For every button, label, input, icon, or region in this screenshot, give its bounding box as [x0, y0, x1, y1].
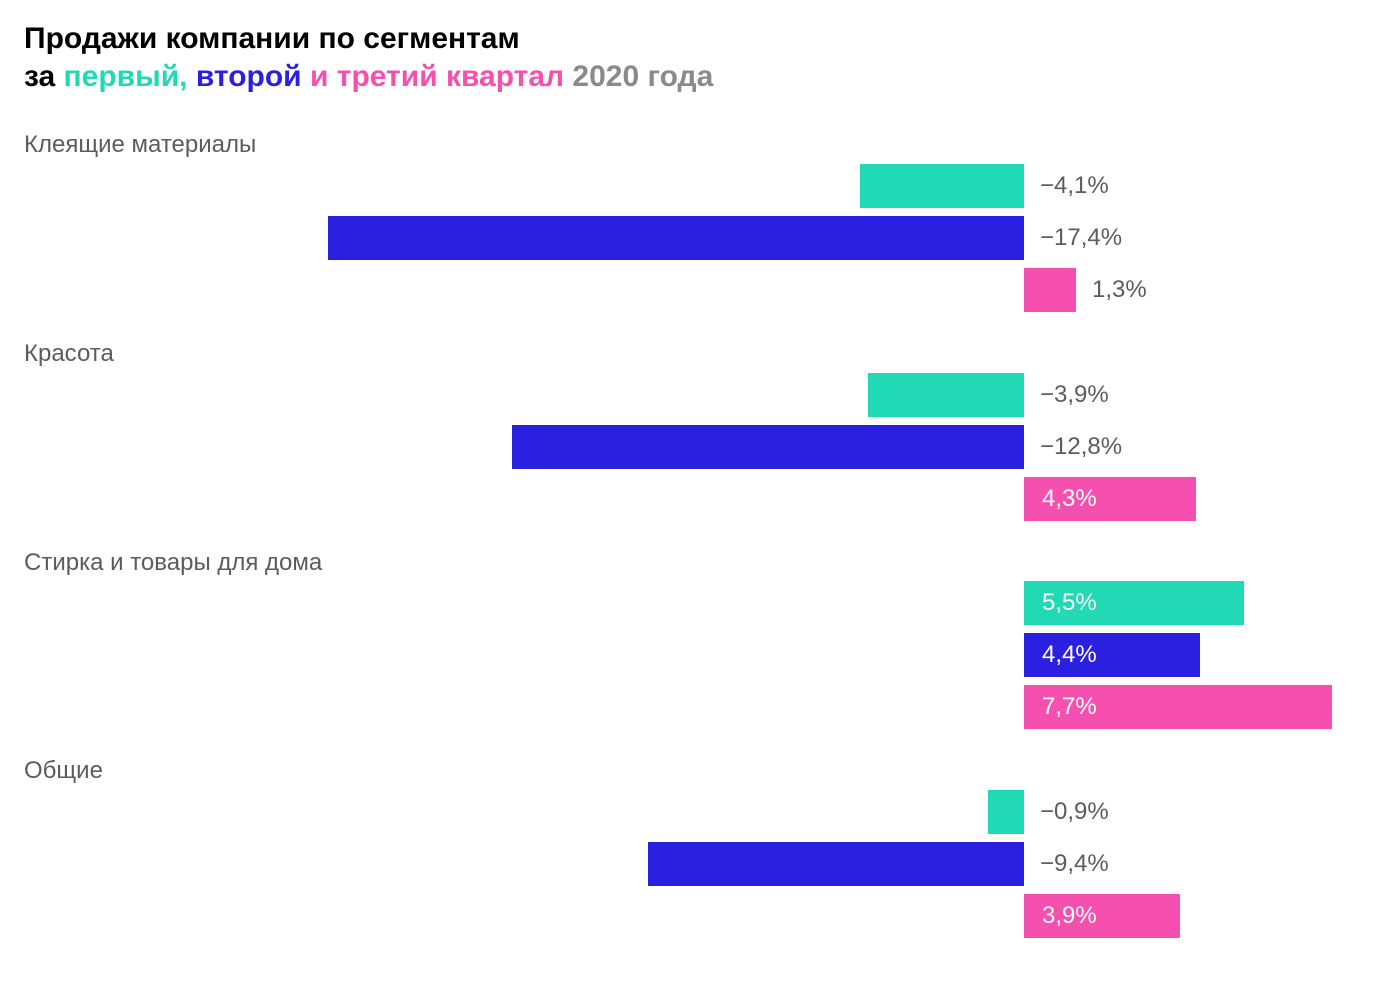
bar-q1: [868, 373, 1024, 417]
bar-row: −0,9%: [24, 790, 1376, 834]
bar-row: −17,4%: [24, 216, 1376, 260]
value-label: −0,9%: [1040, 790, 1109, 834]
segment-label: Стирка и товары для дома: [24, 549, 1376, 578]
value-label: 1,3%: [1092, 268, 1147, 312]
bar-row: −3,9%: [24, 373, 1376, 417]
title-line-2: за первый, второй и третий квартал 2020 …: [24, 58, 1376, 96]
title-mid: и: [310, 60, 337, 93]
value-label: −3,9%: [1040, 373, 1109, 417]
value-label: −4,1%: [1040, 164, 1109, 208]
bar-row: 4,4%: [24, 633, 1376, 677]
bar-q2: [648, 842, 1024, 886]
bar-q2: [512, 425, 1024, 469]
sales-by-segment-chart: Продажи компании по сегментам за первый,…: [24, 20, 1376, 938]
segment-group: Стирка и товары для дома 5,5% 4,4% 7,7%: [24, 549, 1376, 730]
chart-plot-area: Клеящие материалы −4,1% −17,4% 1,3% Красота −…: [24, 131, 1376, 938]
segment-group: Красота −3,9% −12,8% 4,3%: [24, 340, 1376, 521]
value-label: 4,3%: [1042, 477, 1097, 521]
bar-row: 1,3%: [24, 268, 1376, 312]
title-q1: первый,: [64, 60, 196, 93]
bar-row: −12,8%: [24, 425, 1376, 469]
value-label: −12,8%: [1040, 425, 1122, 469]
segment-label: Клеящие материалы: [24, 131, 1376, 160]
bar-q1: [860, 164, 1024, 208]
bar-q3: [1024, 268, 1076, 312]
chart-title: Продажи компании по сегментам за первый,…: [24, 20, 1376, 95]
title-q3: третий квартал: [337, 60, 573, 93]
title-year: 2020 года: [572, 60, 713, 93]
bar-row: 3,9%: [24, 894, 1376, 938]
title-part-za: за: [24, 60, 64, 93]
bar-row: 5,5%: [24, 581, 1376, 625]
value-label: −17,4%: [1040, 216, 1122, 260]
segment-label: Общие: [24, 757, 1376, 786]
title-q2: второй: [196, 60, 310, 93]
value-label: 5,5%: [1042, 581, 1097, 625]
bar-row: −4,1%: [24, 164, 1376, 208]
title-line-1: Продажи компании по сегментам: [24, 20, 1376, 58]
value-label: −9,4%: [1040, 842, 1109, 886]
value-label: 4,4%: [1042, 633, 1097, 677]
segment-group: Клеящие материалы −4,1% −17,4% 1,3%: [24, 131, 1376, 312]
value-label: 3,9%: [1042, 894, 1097, 938]
segment-group: Общие −0,9% −9,4% 3,9%: [24, 757, 1376, 938]
bar-row: 4,3%: [24, 477, 1376, 521]
bar-q2: [328, 216, 1024, 260]
bar-q1: [988, 790, 1024, 834]
segment-label: Красота: [24, 340, 1376, 369]
value-label: 7,7%: [1042, 685, 1097, 729]
bar-row: −9,4%: [24, 842, 1376, 886]
bar-row: 7,7%: [24, 685, 1376, 729]
